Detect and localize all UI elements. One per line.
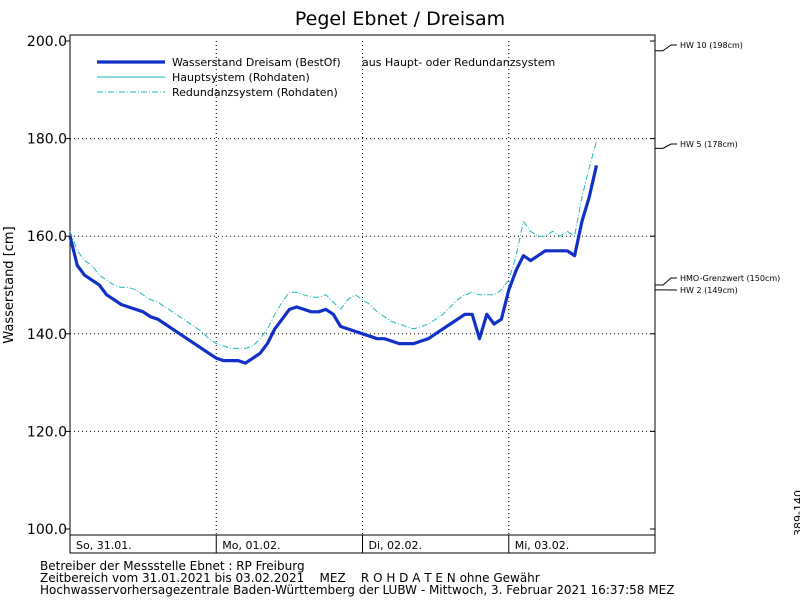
threshold-leader — [655, 143, 677, 149]
chart-title: Pegel Ebnet / Dreisam — [295, 8, 505, 30]
series-line — [68, 165, 599, 365]
grid-lines — [70, 41, 655, 535]
y-tick-label: 140.0 — [27, 327, 67, 343]
y-ticks: 100.0 120.0 140.0 160.0 180.0 200.0 — [27, 34, 655, 538]
threshold-label: HW 5 (178cm) — [680, 140, 738, 149]
legend-label: Wasserstand Dreisam (BestOf) — [172, 56, 341, 69]
x-tick-label: Di, 02.02. — [369, 539, 423, 552]
footer-operator: Betreiber der Messstelle Ebnet : RP Frei… — [40, 559, 305, 573]
series-lines — [68, 140, 599, 365]
threshold-label: HW 2 (149cm) — [680, 286, 738, 295]
y-tick-label: 180.0 — [27, 132, 67, 148]
x-tick-label: Mo, 01.02. — [222, 539, 280, 552]
y-axis-label: Wasserstand [cm] — [2, 226, 17, 343]
x-tick-label: So, 31.01. — [76, 539, 132, 552]
footer-timerange: Zeitbereich vom 31.01.2021 bis 03.02.202… — [40, 571, 540, 585]
threshold-label: HMO-Grenzwert (150cm) — [680, 274, 780, 283]
legend-label: Hauptsystem (Rohdaten) — [172, 71, 310, 84]
y-tick-label: 160.0 — [27, 229, 67, 245]
threshold-markers: HW 10 (198cm) HW 5 (178cm) HMO-Grenzwert (… — [655, 41, 780, 295]
series-line — [69, 140, 597, 349]
y-tick-label: 200.0 — [27, 34, 67, 50]
side-code: 389-140 — [792, 490, 800, 536]
legend-suffix: aus Haupt- oder Redundanzsystem — [362, 56, 555, 69]
legend-label: Redundanzsystem (Rohdaten) — [172, 86, 338, 99]
legend: Wasserstand Dreisam (BestOf) aus Haupt- o… — [97, 56, 555, 99]
threshold-leader — [655, 277, 677, 286]
threshold-leader — [655, 44, 677, 52]
y-tick-label: 120.0 — [27, 424, 67, 440]
x-ticks: So, 31.01. Mo, 01.02. Di, 02.02. Mi, 03.02. — [76, 535, 569, 553]
footer-publisher: Hochwasservorhersagezentrale Baden-Württ… — [40, 583, 675, 597]
y-tick-label: 100.0 — [27, 522, 67, 538]
x-tick-label: Mi, 03.02. — [515, 539, 570, 552]
threshold-label: HW 10 (198cm) — [680, 41, 743, 50]
